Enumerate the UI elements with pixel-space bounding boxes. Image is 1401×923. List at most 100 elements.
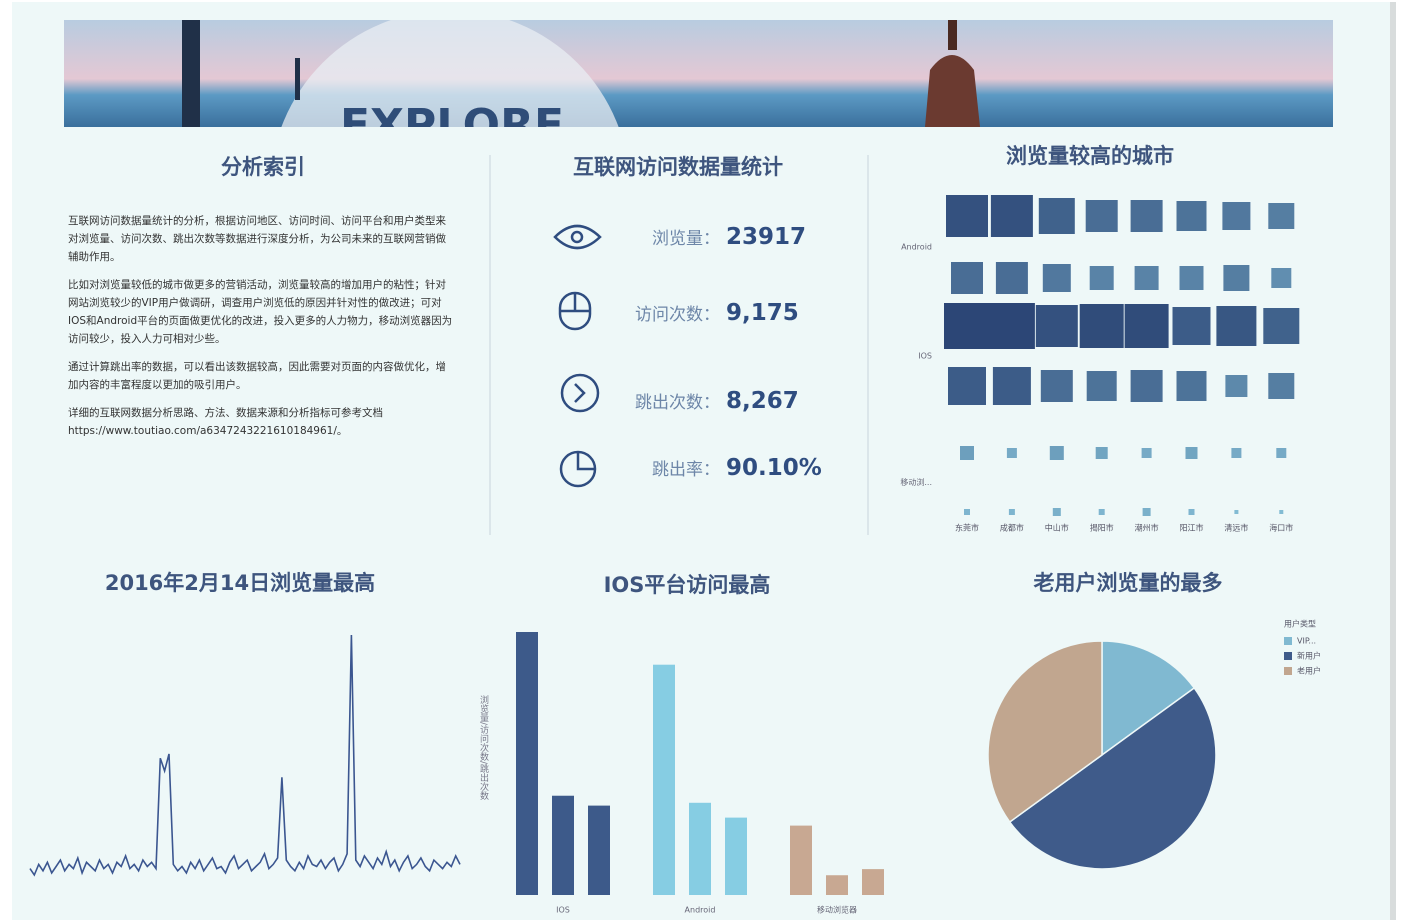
matrix-cell	[1223, 265, 1249, 291]
matrix-cell	[1096, 447, 1108, 459]
matrix-cell	[1234, 510, 1238, 514]
matrix-cell	[1080, 304, 1124, 348]
legend-label: 新用户	[1297, 651, 1321, 661]
matrix-cell	[1271, 268, 1291, 288]
row-label: IOS	[918, 352, 932, 361]
analysis-text: 互联网访问数据量统计的分析，根据访问地区、访问时间、访问平台和用户类型来对浏览量…	[68, 212, 454, 450]
stat-label: 跳出次数：	[600, 388, 720, 413]
matrix-cell	[1263, 308, 1299, 344]
x-tick-label: 海口市	[1269, 523, 1293, 533]
matrix-cell	[1225, 375, 1247, 397]
matrix-cell	[991, 195, 1033, 237]
matrix-cell	[1142, 448, 1152, 458]
matrix-cell	[1276, 448, 1286, 458]
matrix-cell	[1189, 509, 1195, 515]
matrix-cell	[944, 303, 990, 349]
matrix-cell	[1007, 448, 1017, 458]
stat-label: 浏览量：	[600, 224, 720, 249]
bar	[826, 875, 848, 895]
matrix-cell	[1177, 371, 1207, 401]
matrix-cell	[1143, 508, 1151, 516]
paragraph: 互联网访问数据量统计的分析，根据访问地区、访问时间、访问平台和用户类型来对浏览量…	[68, 212, 454, 266]
bar	[689, 803, 711, 895]
bar	[725, 818, 747, 895]
matrix-cell	[1043, 264, 1071, 292]
x-tick-label: 阳江市	[1180, 523, 1204, 533]
matrix-cell	[948, 367, 986, 405]
matrix-cell	[1173, 307, 1211, 345]
matrix-cell	[1131, 200, 1163, 232]
matrix-cell	[1216, 306, 1256, 346]
matrix-cell	[993, 367, 1031, 405]
stat: 跳出率：90.10%	[600, 455, 840, 485]
matrix-cell	[1039, 198, 1075, 234]
matrix-cell	[1086, 200, 1118, 232]
matrix-cell	[1087, 371, 1117, 401]
legend-swatch	[1284, 652, 1292, 660]
x-tick-label: 揭阳市	[1090, 523, 1114, 533]
chart-title: 2016年2月14日浏览量最高	[105, 571, 375, 595]
paragraph: 详细的互联网数据分析思路、方法、数据来源和分析指标可参考文档 https://w…	[68, 404, 454, 440]
stat-label: 跳出率：	[600, 455, 720, 480]
edge-shadow	[1390, 2, 1396, 920]
x-tick-label: 东莞市	[955, 523, 979, 533]
chart-title: IOS平台访问最高	[604, 573, 771, 597]
bar	[653, 665, 675, 895]
matrix-cell	[1268, 203, 1294, 229]
analysis-title: 分析索引	[221, 155, 305, 179]
paragraph: 比如对浏览量较低的城市做更多的营销活动，浏览量较高的增加用户的粘性；针对网站浏览…	[68, 276, 454, 348]
banner-pole	[295, 58, 300, 100]
matrix-cell	[1009, 509, 1015, 515]
matrix-cell	[951, 262, 983, 294]
matrix-cell	[1268, 373, 1294, 399]
x-tick-label: 潮州市	[1135, 523, 1159, 533]
bar	[516, 632, 538, 895]
chart-title: 浏览量较高的城市	[1006, 144, 1174, 168]
x-tick-label: Android	[685, 906, 716, 915]
matrix-cell	[1050, 446, 1064, 460]
matrix-cell	[1099, 509, 1105, 515]
matrix-cell	[1090, 266, 1114, 290]
matrix-cell	[946, 195, 988, 237]
stat-value: 9,175	[720, 300, 799, 326]
stat-value: 8,267	[720, 388, 799, 414]
stat: 浏览量：23917	[600, 224, 840, 254]
x-tick-label: 移动浏览器	[817, 905, 857, 915]
stat-value: 90.10%	[720, 455, 822, 481]
matrix-cell	[996, 262, 1028, 294]
stat: 跳出次数：8,267	[600, 388, 840, 418]
legend-label: VIP...	[1297, 637, 1316, 646]
row-label: 移动浏...	[900, 477, 932, 487]
legend-title: 用户类型	[1284, 619, 1316, 629]
matrix-cell	[1231, 448, 1241, 458]
stat: 访问次数：9,175	[600, 300, 840, 330]
matrix-cell	[1135, 266, 1159, 290]
banner-tower	[182, 20, 200, 127]
bar	[790, 826, 812, 895]
matrix-cell	[1180, 266, 1204, 290]
dashboard: EXPLORE 分析索引 互联网访问数据量统计 浏览量较高的城市AndroidI…	[0, 0, 1401, 923]
legend-swatch	[1284, 667, 1292, 675]
matrix-cell	[1041, 370, 1073, 402]
banner-spire-top	[948, 20, 957, 50]
stats-title: 互联网访问数据量统计	[573, 155, 783, 179]
matrix-cell	[1131, 370, 1163, 402]
matrix-cell	[1125, 304, 1169, 348]
matrix-cell	[989, 303, 1035, 349]
x-tick-label: 清远市	[1224, 523, 1248, 533]
bar	[862, 869, 884, 895]
matrix-cell	[1186, 447, 1198, 459]
y-axis-label: 浏览量/访问次数/跳出次数	[478, 694, 489, 801]
bar	[552, 796, 574, 895]
stat-label: 访问次数：	[600, 300, 720, 325]
legend-label: 老用户	[1297, 666, 1321, 676]
x-tick-label: IOS	[556, 906, 570, 915]
banner-sky	[64, 20, 1333, 127]
x-tick-label: 成都市	[1000, 523, 1024, 533]
matrix-cell	[964, 509, 970, 515]
matrix-cell	[1222, 202, 1250, 230]
bar	[588, 806, 610, 895]
row-label: Android	[901, 243, 932, 252]
matrix-cell	[1279, 510, 1283, 514]
matrix-cell	[1036, 305, 1078, 347]
